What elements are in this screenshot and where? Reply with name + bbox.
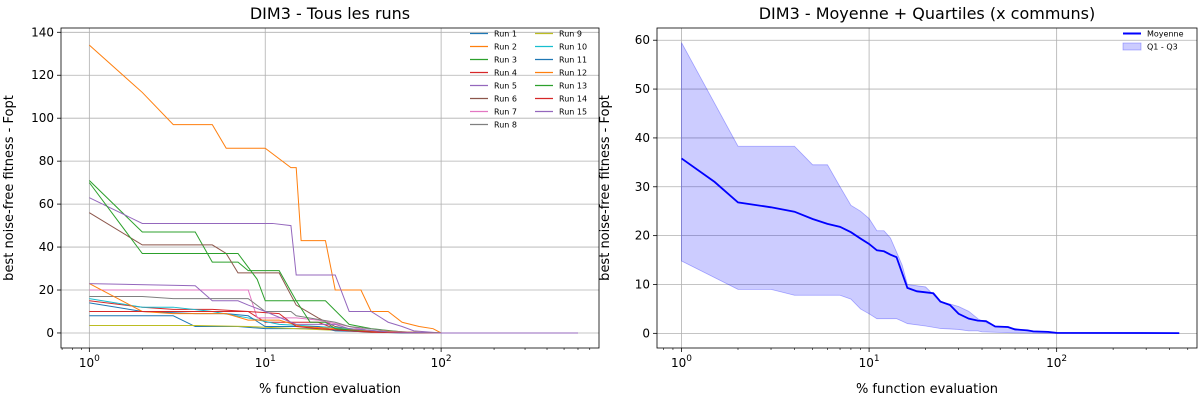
legend-label: Run 13 xyxy=(559,82,587,91)
legend-item: Run 9 xyxy=(535,30,582,39)
y-tick-label: 0 xyxy=(642,326,650,340)
y-tick-label: 10 xyxy=(635,277,650,291)
y-tick-label: 40 xyxy=(635,131,650,145)
y-tick-label: 60 xyxy=(635,33,650,47)
x-axis-label: % function evaluation xyxy=(259,382,401,397)
x-axis-label: % function evaluation xyxy=(856,382,998,397)
legend-label: Run 11 xyxy=(559,56,587,65)
y-tick-label: 50 xyxy=(635,82,650,96)
legend-label: Run 7 xyxy=(494,108,517,117)
y-axis-label: best noise-free fitness - Fopt xyxy=(2,95,17,281)
axes-frame xyxy=(60,27,600,349)
chart-title: DIM3 - Moyenne + Quartiles (x communs) xyxy=(759,4,1096,23)
legend-label: Run 6 xyxy=(494,95,517,104)
legend-item: Run 3 xyxy=(470,56,517,65)
legend-item: Run 7 xyxy=(470,108,517,117)
y-tick-label: 20 xyxy=(635,229,650,243)
series-line-1 xyxy=(681,157,1180,335)
series-group xyxy=(88,44,578,334)
legend-item: Run 14 xyxy=(535,95,587,104)
legend-label: Run 9 xyxy=(559,30,582,39)
legend-item: Moyenne xyxy=(1123,30,1184,39)
legend-label: Q1 - Q3 xyxy=(1147,43,1178,52)
grid xyxy=(61,28,599,348)
series-line-5 xyxy=(89,197,578,334)
legend-item: Run 5 xyxy=(470,82,517,91)
legend-label: Run 1 xyxy=(494,30,517,39)
y-tick-label: 100 xyxy=(31,111,54,125)
legend-item: Run 11 xyxy=(535,56,587,65)
y-tick-label: 40 xyxy=(39,240,54,254)
legend-item: Run 10 xyxy=(535,43,587,52)
legend-item: Run 15 xyxy=(535,108,587,117)
legend-item: Run 4 xyxy=(470,69,517,78)
y-tick-label: 80 xyxy=(39,154,54,168)
chart-title: DIM3 - Tous les runs xyxy=(250,4,410,23)
legend: Run 1 Run 2 Run 3 Run 4 Run 5 Run 6 Run 7 Run 8… xyxy=(470,30,587,130)
legend-label: Run 8 xyxy=(494,121,517,130)
y-tick-label: 120 xyxy=(31,68,54,82)
grid xyxy=(657,28,1197,348)
y-tick-label: 140 xyxy=(31,25,54,39)
legend-label: Run 12 xyxy=(559,69,587,78)
legend-swatch xyxy=(1122,42,1142,51)
legend-item: Run 6 xyxy=(470,95,517,104)
legend-item: Run 8 xyxy=(470,121,517,130)
legend-item: Run 12 xyxy=(535,69,587,78)
y-axis-label: best noise-free fitness - Fopt xyxy=(598,95,613,281)
legend-item: Run 1 xyxy=(470,30,517,39)
legend-item: Q1 - Q3 xyxy=(1122,42,1178,52)
series-line-2 xyxy=(89,44,578,334)
legend-label: Run 2 xyxy=(494,43,517,52)
y-tick-label: 30 xyxy=(635,180,650,194)
y-tick-label: 20 xyxy=(39,283,54,297)
series-band-2 xyxy=(681,42,1180,334)
y-tick-label: 0 xyxy=(46,326,54,340)
legend: Moyenne Q1 - Q3 xyxy=(1122,30,1184,52)
series-group xyxy=(681,42,1180,335)
legend-label: Run 15 xyxy=(559,108,587,117)
legend-item: Run 2 xyxy=(470,43,517,52)
axes-frame xyxy=(656,27,1198,349)
y-tick-label: 60 xyxy=(39,197,54,211)
legend-label: Run 5 xyxy=(494,82,517,91)
legend-label: Run 4 xyxy=(494,69,517,78)
legend-label: Run 10 xyxy=(559,43,587,52)
legend-label: Run 14 xyxy=(559,95,587,104)
legend-item: Run 13 xyxy=(535,82,587,91)
series-line-15 xyxy=(89,283,578,334)
legend-label: Moyenne xyxy=(1147,30,1184,39)
legend-label: Run 3 xyxy=(494,56,517,65)
